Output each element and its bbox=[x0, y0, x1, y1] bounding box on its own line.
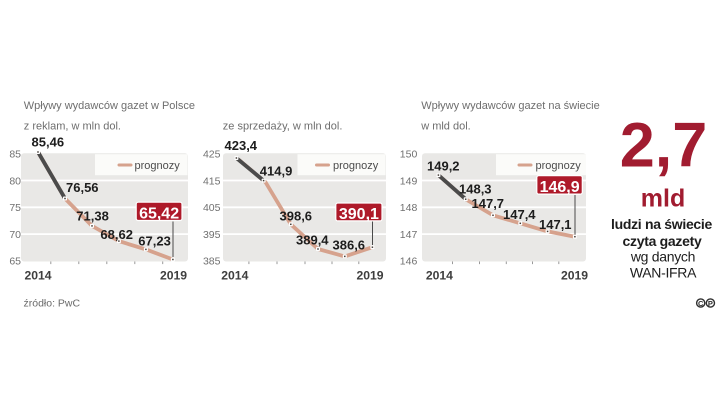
svg-text:w mld dol.: w mld dol. bbox=[420, 120, 471, 132]
svg-text:czyta gazety: czyta gazety bbox=[623, 233, 702, 249]
svg-text:149: 149 bbox=[400, 175, 418, 187]
svg-text:147,7: 147,7 bbox=[472, 196, 505, 211]
svg-text:mld: mld bbox=[641, 184, 685, 212]
svg-text:Wpływy wydawców gazet na świec: Wpływy wydawców gazet na świecie bbox=[421, 100, 600, 112]
svg-text:z reklam, w mln dol.: z reklam, w mln dol. bbox=[24, 120, 121, 132]
svg-text:148,3: 148,3 bbox=[459, 182, 492, 197]
svg-text:405: 405 bbox=[203, 202, 221, 214]
svg-text:2019: 2019 bbox=[561, 269, 588, 283]
svg-text:68,62: 68,62 bbox=[100, 227, 133, 242]
svg-text:147,1: 147,1 bbox=[539, 217, 572, 232]
svg-text:2019: 2019 bbox=[160, 269, 187, 283]
svg-text:390,1: 390,1 bbox=[339, 206, 379, 223]
svg-text:385: 385 bbox=[203, 256, 221, 268]
svg-text:2019: 2019 bbox=[356, 269, 383, 283]
svg-text:85,46: 85,46 bbox=[32, 134, 65, 149]
svg-text:71,38: 71,38 bbox=[76, 209, 109, 224]
svg-text:ludzi na świecie: ludzi na świecie bbox=[611, 216, 713, 232]
svg-text:źródło: PwC: źródło: PwC bbox=[24, 298, 81, 310]
svg-text:2014: 2014 bbox=[426, 269, 453, 283]
svg-text:148: 148 bbox=[400, 202, 418, 214]
svg-text:146,9: 146,9 bbox=[540, 179, 580, 196]
svg-text:70: 70 bbox=[9, 229, 21, 241]
svg-text:75: 75 bbox=[9, 202, 21, 214]
svg-text:149,2: 149,2 bbox=[427, 159, 460, 174]
svg-text:P: P bbox=[708, 299, 713, 308]
svg-text:prognozy: prognozy bbox=[135, 160, 181, 172]
svg-text:146: 146 bbox=[400, 256, 418, 268]
svg-text:386,6: 386,6 bbox=[333, 237, 366, 252]
svg-text:415: 415 bbox=[203, 175, 221, 187]
svg-text:ze sprzedaży, w mln dol.: ze sprzedaży, w mln dol. bbox=[223, 120, 343, 132]
svg-text:150: 150 bbox=[400, 149, 418, 161]
svg-text:398,6: 398,6 bbox=[280, 209, 313, 224]
svg-text:80: 80 bbox=[9, 175, 21, 187]
svg-text:prognozy: prognozy bbox=[333, 160, 379, 172]
svg-text:414,9: 414,9 bbox=[260, 164, 293, 179]
svg-text:147: 147 bbox=[400, 229, 418, 241]
svg-text:76,56: 76,56 bbox=[66, 180, 99, 195]
svg-text:Wpływy wydawców gazet w Polsce: Wpływy wydawców gazet w Polsce bbox=[24, 100, 195, 112]
svg-text:147,4: 147,4 bbox=[503, 207, 536, 222]
svg-text:65,42: 65,42 bbox=[139, 206, 179, 223]
svg-text:wg danych: wg danych bbox=[630, 249, 695, 265]
svg-text:425: 425 bbox=[203, 149, 221, 161]
svg-text:423,4: 423,4 bbox=[225, 138, 258, 153]
svg-text:prognozy: prognozy bbox=[536, 160, 582, 172]
svg-text:65: 65 bbox=[9, 256, 21, 268]
svg-text:2014: 2014 bbox=[24, 269, 51, 283]
svg-text:389,4: 389,4 bbox=[296, 233, 329, 248]
svg-text:67,23: 67,23 bbox=[138, 234, 171, 249]
svg-text:C: C bbox=[698, 299, 704, 308]
svg-text:2,7: 2,7 bbox=[620, 111, 708, 181]
svg-text:85: 85 bbox=[9, 149, 21, 161]
svg-text:395: 395 bbox=[203, 229, 221, 241]
svg-text:WAN-IFRA: WAN-IFRA bbox=[630, 264, 697, 280]
svg-text:2014: 2014 bbox=[221, 269, 248, 283]
